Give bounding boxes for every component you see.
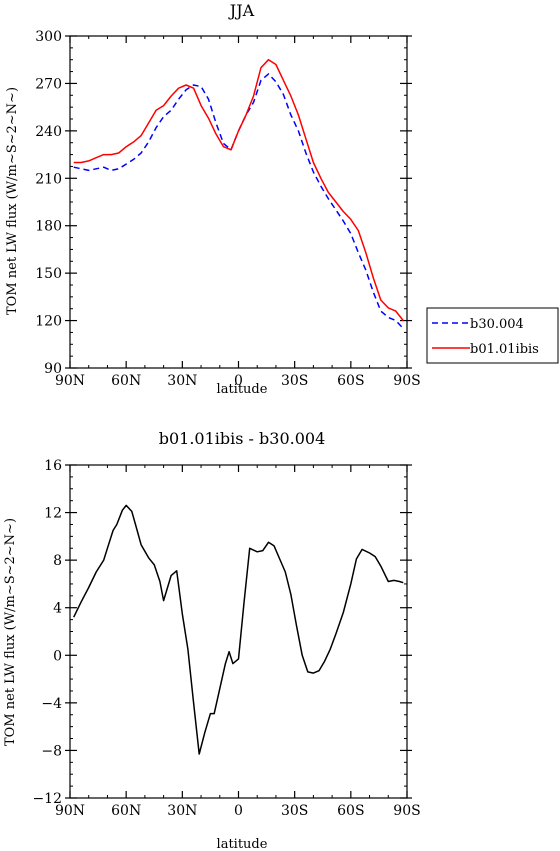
top-panel-y-tick-label: 90: [44, 361, 62, 377]
legend-label-b30-004: b30.004: [470, 317, 524, 332]
bottom-panel-x-tick-label: 90S: [393, 803, 420, 819]
top-panel-x-tick-label: 0: [234, 373, 243, 389]
bottom-panel-y-tick-label: 16: [44, 458, 62, 474]
bottom-panel-y-axis-label: TOM net LW flux (W/m~S~2~N~): [3, 518, 18, 746]
bottom-panel-y-tick-label: −4: [41, 696, 62, 712]
bottom-panel-x-tick-label: 0: [234, 803, 243, 819]
top-panel-y-axis-label: TOM net LW flux (W/m~S~2~N~): [5, 87, 20, 315]
bottom-panel: b01.01ibis - b30.004 latitude TOM net LW…: [3, 429, 421, 851]
top-panel-x-tick-label: 90N: [55, 373, 85, 389]
top-panel-x-tick-label: 60N: [111, 373, 141, 389]
top-panel-x-axis-label: latitude: [217, 382, 268, 397]
bottom-panel-x-tick-label: 60S: [337, 803, 364, 819]
top-panel-y-tick-label: 270: [35, 76, 62, 92]
bottom-panel-y-tick-label: −12: [32, 791, 62, 807]
top-panel-series-line-b01-01ibis: [73, 58, 404, 322]
bottom-panel-x-axis-label: latitude: [217, 837, 268, 851]
top-panel-title: JJA: [228, 1, 255, 20]
top-panel-y-tick-label: 210: [35, 171, 62, 187]
top-panel-plot-frame: [69, 35, 408, 369]
top-panel-y-tick-label: 300: [35, 29, 62, 45]
top-panel-x-tick-label: 30S: [281, 373, 308, 389]
top-panel-series-line-b30-004: [73, 73, 404, 330]
legend-label-b01-01ibis: b01.01ibis: [470, 342, 539, 357]
bottom-panel-series-line-difference: [73, 504, 404, 755]
bottom-panel-x-tick-label: 60N: [111, 803, 141, 819]
top-panel: JJA latitude TOM net LW flux (W/m~S~2~N~…: [5, 1, 421, 397]
bottom-panel-y-tick-label: 12: [44, 506, 62, 522]
bottom-panel-y-tick-label: 8: [53, 553, 62, 569]
bottom-panel-x-tick-label: 90N: [55, 803, 85, 819]
top-panel-x-tick-label: 30N: [167, 373, 197, 389]
bottom-panel-x-tick-label: 30N: [167, 803, 197, 819]
top-panel-y-tick-label: 150: [35, 266, 62, 282]
top-panel-y-tick-label: 120: [35, 314, 62, 330]
bottom-panel-y-tick-label: 4: [53, 601, 62, 617]
bottom-panel-title: b01.01ibis - b30.004: [159, 429, 326, 448]
top-panel-y-tick-label: 240: [35, 124, 62, 140]
top-panel-x-tick-label: 90S: [393, 373, 420, 389]
top-panel-x-tick-label: 60S: [337, 373, 364, 389]
bottom-panel-x-tick-label: 30S: [281, 803, 308, 819]
top-panel-y-tick-label: 180: [35, 219, 62, 235]
legend-box: [426, 307, 559, 364]
bottom-panel-y-tick-label: −8: [41, 743, 62, 759]
legend: b30.004 b01.01ibis: [426, 307, 559, 364]
bottom-panel-y-tick-label: 0: [53, 648, 62, 664]
